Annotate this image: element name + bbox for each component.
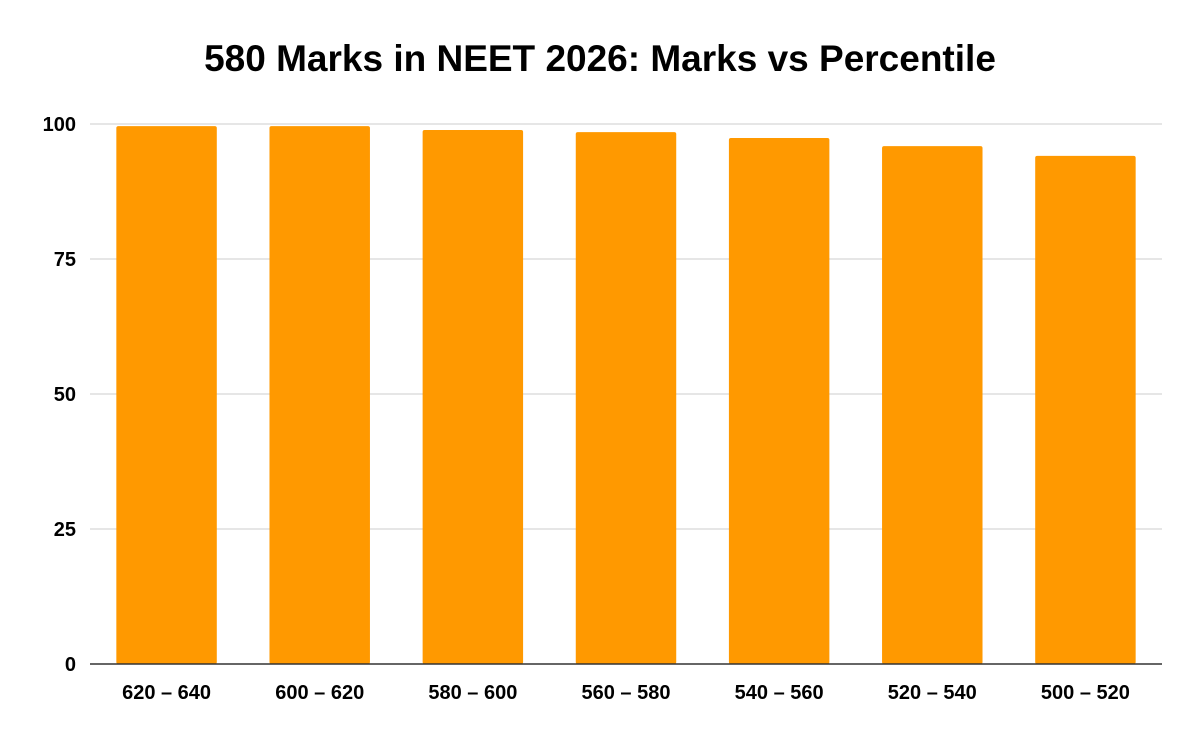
x-tick-label: 620 – 640	[122, 682, 211, 704]
x-tick-label: 520 – 540	[888, 682, 977, 704]
bar	[882, 146, 983, 664]
x-tick-label: 580 – 600	[428, 682, 517, 704]
y-tick-label: 100	[43, 114, 76, 136]
bars	[116, 126, 1136, 665]
x-tick-label: 600 – 620	[275, 682, 364, 704]
bar	[575, 132, 677, 665]
bar	[728, 138, 830, 665]
bar	[1035, 155, 1136, 665]
chart-title: 580 Marks in NEET 2026: Marks vs Percent…	[204, 38, 996, 79]
bar	[269, 126, 370, 664]
y-tick-label: 75	[54, 249, 76, 271]
x-tick-label: 540 – 560	[735, 682, 824, 704]
x-axis-ticks: 620 – 640 600 – 620 580 – 600 560 – 580 540 …	[122, 682, 1130, 704]
y-axis-ticks: 0 25 50 75 100	[43, 114, 76, 676]
x-tick-label: 560 – 580	[582, 682, 671, 704]
y-tick-label: 25	[54, 519, 76, 541]
bar	[116, 126, 217, 664]
y-tick-label: 0	[65, 654, 76, 676]
y-tick-label: 50	[54, 384, 76, 406]
x-tick-label: 500 – 520	[1041, 682, 1130, 704]
bar	[422, 129, 524, 664]
